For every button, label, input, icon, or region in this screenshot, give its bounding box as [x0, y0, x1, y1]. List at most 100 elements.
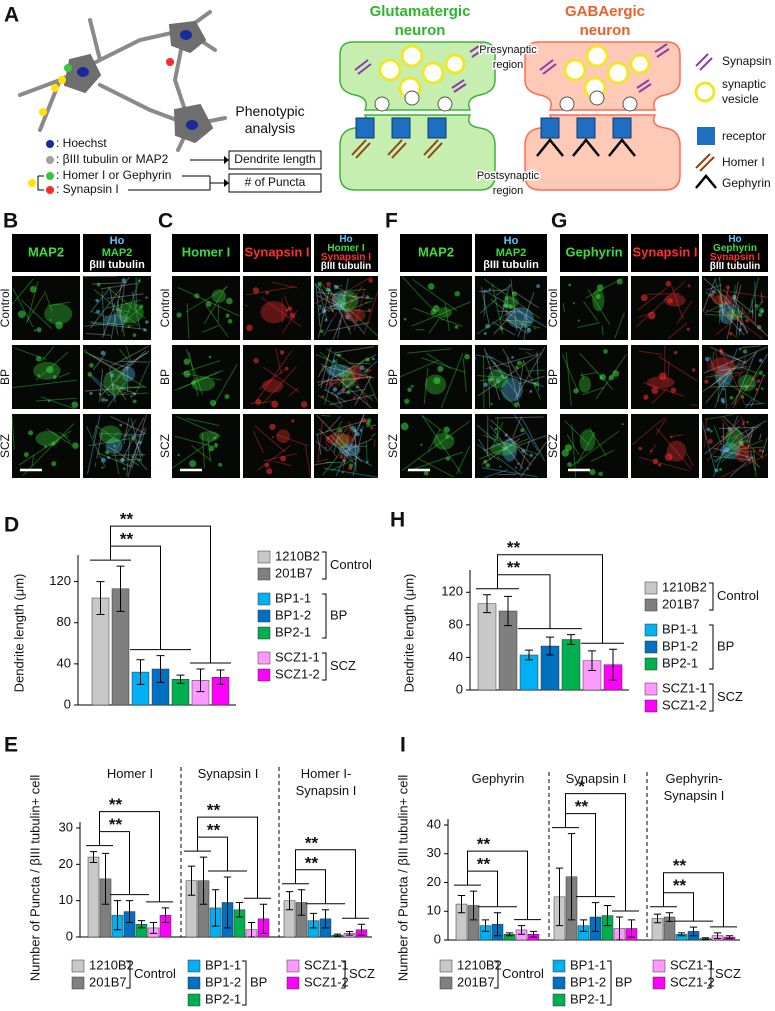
signal — [511, 356, 514, 359]
title-line: GABAergic — [565, 3, 645, 20]
error-bar — [125, 900, 134, 923]
y-tick-label: 0 — [64, 696, 71, 711]
header-box — [631, 234, 699, 272]
significance: ** — [109, 795, 123, 814]
neurite — [714, 348, 738, 408]
neurite — [87, 414, 101, 474]
soma — [260, 301, 288, 324]
legend-swatch — [552, 976, 566, 990]
header-text: Ho — [504, 235, 519, 247]
soma — [116, 302, 144, 324]
neurite — [92, 311, 107, 318]
neurite — [331, 420, 343, 442]
neurite — [590, 449, 615, 462]
fiber — [109, 367, 116, 403]
header-text: Gephyrin — [565, 244, 622, 259]
fiber — [318, 302, 347, 310]
neurite — [428, 318, 440, 334]
fiber — [723, 416, 746, 438]
signal — [183, 370, 191, 378]
neurite — [91, 375, 117, 398]
legend-bracket — [341, 960, 346, 989]
fiber — [99, 368, 104, 403]
neurite — [566, 434, 580, 456]
signal — [326, 281, 331, 287]
signal — [483, 459, 488, 464]
neurite — [109, 286, 119, 336]
neurite — [513, 413, 539, 452]
neurite — [188, 352, 199, 397]
neurite — [101, 291, 105, 335]
neurite — [275, 348, 282, 375]
soma — [664, 294, 686, 307]
error-bar — [96, 581, 105, 615]
sig-bracket — [497, 574, 551, 629]
image-bg — [83, 414, 151, 478]
micrograph — [11, 414, 80, 478]
header-box — [560, 234, 628, 272]
signal — [110, 373, 115, 378]
neurite — [348, 367, 369, 406]
neurite — [748, 277, 760, 314]
label-line: region — [493, 59, 524, 71]
significance: ** — [109, 815, 123, 834]
signal — [365, 369, 369, 372]
neurite — [491, 321, 516, 336]
neurite — [497, 387, 518, 409]
fiber — [123, 417, 130, 445]
error-bar — [517, 925, 526, 935]
signal — [332, 359, 336, 363]
y-tick-label: 40 — [427, 816, 441, 831]
neurite — [134, 456, 148, 471]
signal — [454, 325, 459, 329]
sig-bracket — [295, 869, 326, 904]
neurite — [715, 311, 746, 336]
neurite — [205, 304, 229, 338]
signal — [454, 290, 461, 297]
neurite — [733, 285, 736, 302]
neurite — [315, 353, 357, 373]
fiber — [317, 291, 374, 300]
neurite — [108, 392, 149, 396]
signal — [648, 311, 656, 320]
legend-swatch — [644, 699, 658, 713]
signal — [28, 430, 34, 436]
legend-swatch — [644, 598, 658, 612]
fiber — [710, 346, 747, 364]
signal — [670, 435, 673, 439]
neurite — [668, 322, 688, 339]
neurite — [479, 376, 510, 382]
fiber — [334, 392, 343, 408]
signal — [130, 395, 133, 398]
legend-swatch — [187, 976, 201, 990]
signal — [285, 366, 289, 371]
neurite — [288, 387, 299, 397]
signal — [521, 449, 526, 453]
neurite — [712, 415, 739, 477]
signal — [361, 417, 367, 423]
signal — [105, 398, 108, 402]
sig-bracket — [99, 831, 130, 895]
header-box — [83, 234, 151, 272]
error-bar — [469, 890, 478, 921]
neurite — [332, 311, 338, 320]
neurite — [324, 351, 337, 391]
signal — [209, 399, 217, 407]
signal — [714, 468, 719, 473]
signal — [741, 423, 745, 426]
neurite — [745, 398, 753, 408]
error-bar — [689, 926, 698, 937]
receptors — [355, 117, 447, 139]
neurite — [357, 365, 372, 371]
soma — [44, 303, 73, 325]
neurite — [417, 457, 454, 478]
micrograph — [560, 345, 628, 409]
neurite — [203, 286, 227, 325]
neurite — [732, 370, 747, 378]
neurite — [40, 396, 76, 410]
signal — [289, 312, 296, 319]
micrograph — [701, 413, 769, 478]
signal — [503, 446, 508, 451]
signal — [423, 470, 429, 476]
neurite — [533, 456, 537, 460]
